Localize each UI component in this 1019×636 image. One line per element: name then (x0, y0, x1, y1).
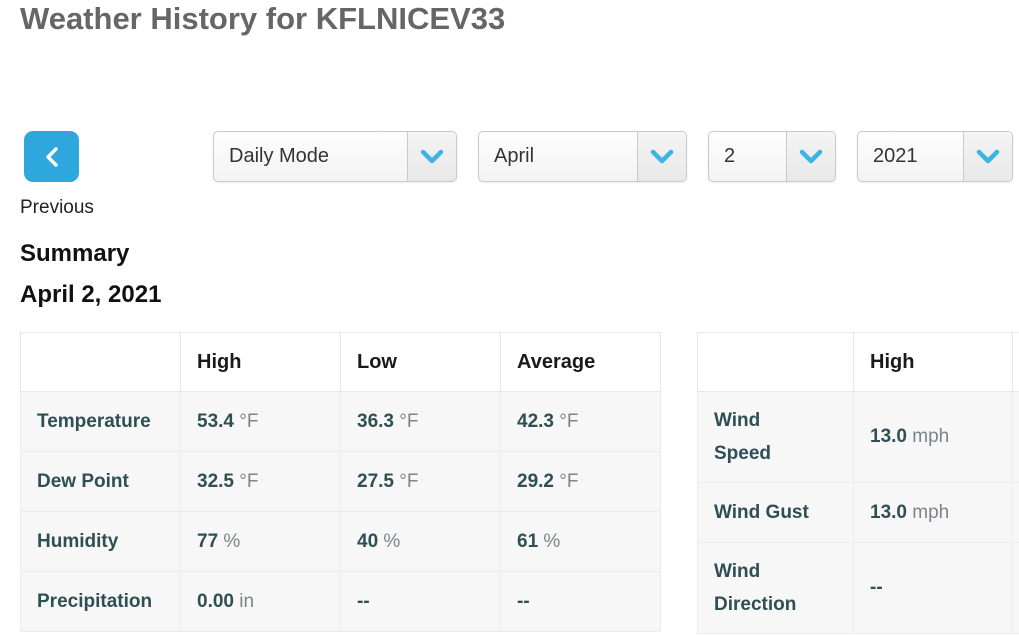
row-label-text: Humidity (37, 530, 119, 552)
cell-value: 40 (357, 530, 379, 552)
cell-unit: % (223, 530, 241, 552)
table-row: Precipitation 0.00 in -- -- (20, 571, 661, 632)
column-header-high: High (180, 332, 341, 392)
previous-label: Previous (20, 197, 94, 218)
cell-value: 53.4 (197, 410, 234, 432)
previous-button[interactable] (24, 131, 79, 182)
table-row: Wind Gust 13.0 mph (697, 482, 1019, 543)
row-label: Wind Gust (697, 482, 854, 543)
cell-value: 0.00 (197, 590, 234, 612)
value-cell: -- (500, 571, 661, 632)
column-header-low: Low (340, 332, 501, 392)
cell-unit: mph (912, 426, 950, 447)
cell-value: 36.3 (357, 410, 394, 432)
row-label-text: Dew Point (37, 470, 129, 492)
cell-unit: °F (559, 410, 579, 432)
cell-unit: °F (559, 470, 579, 492)
value-cell: 27.5 °F (340, 451, 501, 512)
row-label-text: Wind Gust (714, 501, 809, 523)
value-cell: 40 % (340, 511, 501, 572)
value-cell: 29.2 °F (500, 451, 661, 512)
cell-value: 29.2 (517, 470, 554, 492)
cell-value: -- (357, 590, 370, 612)
cell-value: -- (517, 590, 530, 612)
cell-unit: °F (239, 410, 259, 432)
value-cell: 61 % (500, 511, 661, 572)
row-label: Humidity (20, 511, 181, 572)
cell-unit: % (543, 530, 561, 552)
cell-unit: °F (399, 470, 419, 492)
column-header-average: Average (500, 332, 661, 392)
cell-value: 77 (197, 530, 219, 552)
row-label-text: Wind Direction (714, 560, 797, 615)
chevron-down-icon (963, 132, 1012, 181)
column-header-high: High (853, 332, 1013, 392)
cell-unit: mph (912, 501, 950, 523)
row-label-text: Temperature (37, 410, 151, 432)
row-label-text: Precipitation (37, 590, 153, 612)
table-row: Wind Speed 13.0 mph (697, 391, 1019, 483)
table-row: Humidity 77 % 40 % 61 % (20, 511, 661, 572)
cell-unit: in (239, 590, 255, 612)
cell-value: 13.0 (870, 501, 907, 523)
mode-select-value: Daily Mode (229, 145, 330, 167)
chevron-left-icon (45, 146, 58, 167)
row-label: Precipitation (20, 571, 181, 632)
table-row: Dew Point 32.5 °F 27.5 °F 29.2 °F (20, 451, 661, 512)
cell-value: 42.3 (517, 410, 554, 432)
cell-unit: % (383, 530, 401, 552)
value-cell: 13.0 mph (853, 391, 1013, 483)
wind-table-clip: High Wind Speed 13.0 mph Wind Gust 13.0 mph… (697, 332, 1019, 636)
page-title: Weather History for KFLNICEV33 (20, 1, 506, 36)
clipped-cell (1012, 482, 1019, 543)
row-label: Wind Direction (697, 542, 854, 634)
chevron-down-icon (786, 132, 835, 181)
value-cell: -- (340, 571, 501, 632)
value-cell: 77 % (180, 511, 341, 572)
day-select[interactable]: 2 (708, 131, 836, 182)
cell-value: 32.5 (197, 470, 234, 492)
cell-value: 27.5 (357, 470, 394, 492)
day-select-value: 2 (724, 145, 736, 167)
year-select[interactable]: 2021 (857, 131, 1013, 182)
month-select-value: April (494, 145, 535, 167)
cell-value: -- (870, 577, 883, 598)
cell-value: 61 (517, 530, 539, 552)
row-label: Temperature (20, 391, 181, 452)
value-cell: -- (853, 542, 1013, 634)
cell-value: 13.0 (870, 426, 907, 447)
clipped-cell (1012, 542, 1019, 634)
summary-table: High Low Average Temperature 53.4 °F 36.3 … (20, 332, 661, 632)
empty-header-cell (20, 332, 181, 392)
value-cell: 36.3 °F (340, 391, 501, 452)
wind-table-header-row: High (697, 332, 1019, 392)
month-select[interactable]: April (478, 131, 687, 182)
cell-unit: °F (239, 470, 259, 492)
summary-table-header-row: High Low Average (20, 332, 661, 392)
row-label: Wind Speed (697, 391, 854, 483)
value-cell: 13.0 mph (853, 482, 1013, 543)
mode-select[interactable]: Daily Mode (213, 131, 457, 182)
value-cell: 53.4 °F (180, 391, 341, 452)
row-label: Dew Point (20, 451, 181, 512)
chevron-down-icon (407, 132, 456, 181)
table-row: Temperature 53.4 °F 36.3 °F 42.3 °F (20, 391, 661, 452)
chevron-down-icon (637, 132, 686, 181)
wind-table: High Wind Speed 13.0 mph Wind Gust 13.0 mph… (697, 332, 1019, 634)
summary-heading: Summary (20, 240, 130, 267)
value-cell: 32.5 °F (180, 451, 341, 512)
value-cell: 42.3 °F (500, 391, 661, 452)
value-cell: 0.00 in (180, 571, 341, 632)
clipped-header-cell (1012, 332, 1019, 392)
summary-date: April 2, 2021 (20, 281, 162, 308)
cell-unit: °F (399, 410, 419, 432)
year-select-value: 2021 (873, 145, 918, 167)
row-label-text: Wind Speed (714, 409, 772, 464)
empty-header-cell (697, 332, 854, 392)
clipped-cell (1012, 391, 1019, 483)
table-row: Wind Direction -- (697, 542, 1019, 634)
